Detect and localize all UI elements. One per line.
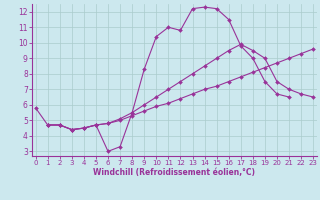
- X-axis label: Windchill (Refroidissement éolien,°C): Windchill (Refroidissement éolien,°C): [93, 168, 255, 177]
